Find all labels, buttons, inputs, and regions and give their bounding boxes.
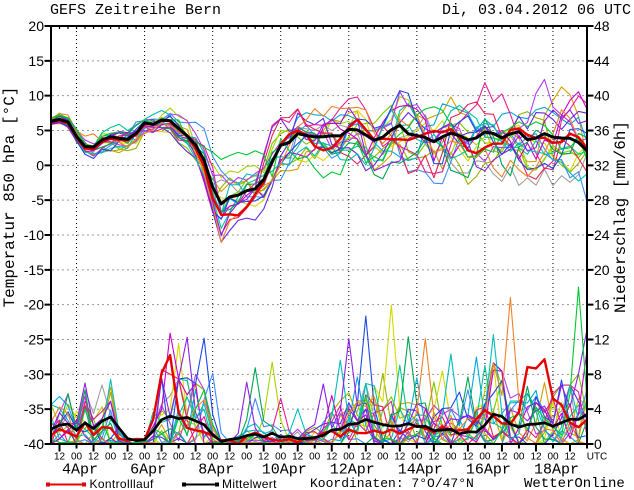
svg-text:00: 00: [445, 452, 457, 463]
svg-text:48: 48: [594, 18, 610, 34]
svg-text:32: 32: [594, 157, 610, 173]
svg-text:-5: -5: [32, 192, 45, 208]
svg-text:16Apr: 16Apr: [466, 462, 511, 479]
svg-text:12: 12: [428, 452, 440, 463]
svg-text:12: 12: [54, 452, 66, 463]
svg-text:00: 00: [343, 452, 355, 463]
svg-text:-15: -15: [24, 262, 44, 278]
svg-text:00: 00: [139, 452, 151, 463]
svg-text:-25: -25: [24, 332, 44, 348]
svg-text:16: 16: [594, 297, 610, 313]
svg-text:-35: -35: [24, 401, 44, 417]
svg-text:0: 0: [36, 157, 44, 173]
svg-text:4: 4: [594, 401, 602, 417]
svg-text:12: 12: [258, 452, 270, 463]
svg-text:36: 36: [594, 123, 610, 139]
svg-text:15: 15: [28, 53, 44, 69]
svg-text:-20: -20: [24, 297, 44, 313]
svg-text:WetterOnline: WetterOnline: [524, 476, 625, 490]
svg-text:12: 12: [530, 452, 542, 463]
svg-text:Kontrolllauf: Kontrolllauf: [90, 477, 155, 490]
svg-text:12: 12: [594, 332, 610, 348]
svg-text:00: 00: [241, 452, 253, 463]
svg-text:Temperatur 850 hPa [°C]: Temperatur 850 hPa [°C]: [1, 87, 19, 308]
svg-text:GEFS Zeitreihe Bern: GEFS Zeitreihe Bern: [50, 2, 221, 19]
svg-text:12: 12: [190, 452, 202, 463]
svg-text:00: 00: [513, 452, 525, 463]
svg-text:20: 20: [594, 262, 610, 278]
svg-text:10Apr: 10Apr: [262, 462, 307, 479]
svg-text:20: 20: [28, 18, 44, 34]
svg-text:00: 00: [173, 452, 185, 463]
svg-text:44: 44: [594, 53, 610, 69]
svg-text:00: 00: [547, 452, 559, 463]
svg-text:12Apr: 12Apr: [330, 462, 375, 479]
svg-text:12: 12: [462, 452, 474, 463]
svg-text:Niederschlag [mm/6h]: Niederschlag [mm/6h]: [612, 121, 630, 313]
svg-text:12: 12: [564, 452, 576, 463]
svg-text:00: 00: [207, 452, 219, 463]
svg-text:Koordinaten: 7°O/47°N: Koordinaten: 7°O/47°N: [310, 476, 474, 490]
svg-text:-30: -30: [24, 366, 44, 382]
svg-text:00: 00: [275, 452, 287, 463]
svg-text:-10: -10: [24, 227, 44, 243]
svg-text:10: 10: [28, 88, 44, 104]
svg-text:UTC: UTC: [587, 452, 608, 463]
svg-text:00: 00: [105, 452, 117, 463]
svg-text:12: 12: [122, 452, 134, 463]
svg-text:12: 12: [224, 452, 236, 463]
svg-text:Mittelwert: Mittelwert: [222, 477, 277, 490]
svg-text:Di, 03.04.2012 06 UTC: Di, 03.04.2012 06 UTC: [442, 2, 631, 19]
svg-text:-40: -40: [24, 436, 44, 452]
svg-text:18Apr: 18Apr: [534, 462, 579, 479]
svg-text:14Apr: 14Apr: [398, 462, 443, 479]
svg-text:00: 00: [71, 452, 83, 463]
svg-text:6Apr: 6Apr: [130, 462, 166, 479]
svg-text:12: 12: [326, 452, 338, 463]
svg-text:00: 00: [479, 452, 491, 463]
svg-text:28: 28: [594, 192, 610, 208]
svg-text:12: 12: [292, 452, 304, 463]
svg-text:00: 00: [309, 452, 321, 463]
svg-text:4Apr: 4Apr: [62, 462, 98, 479]
svg-text:12: 12: [394, 452, 406, 463]
svg-text:12: 12: [496, 452, 508, 463]
svg-text:12: 12: [88, 452, 100, 463]
svg-text:8Apr: 8Apr: [198, 462, 234, 479]
svg-text:5: 5: [36, 123, 44, 139]
svg-text:24: 24: [594, 227, 610, 243]
svg-text:0: 0: [594, 436, 602, 452]
svg-text:40: 40: [594, 88, 610, 104]
svg-text:12: 12: [360, 452, 372, 463]
svg-text:00: 00: [377, 452, 389, 463]
svg-text:8: 8: [594, 366, 602, 382]
svg-text:12: 12: [156, 452, 168, 463]
svg-text:00: 00: [411, 452, 423, 463]
